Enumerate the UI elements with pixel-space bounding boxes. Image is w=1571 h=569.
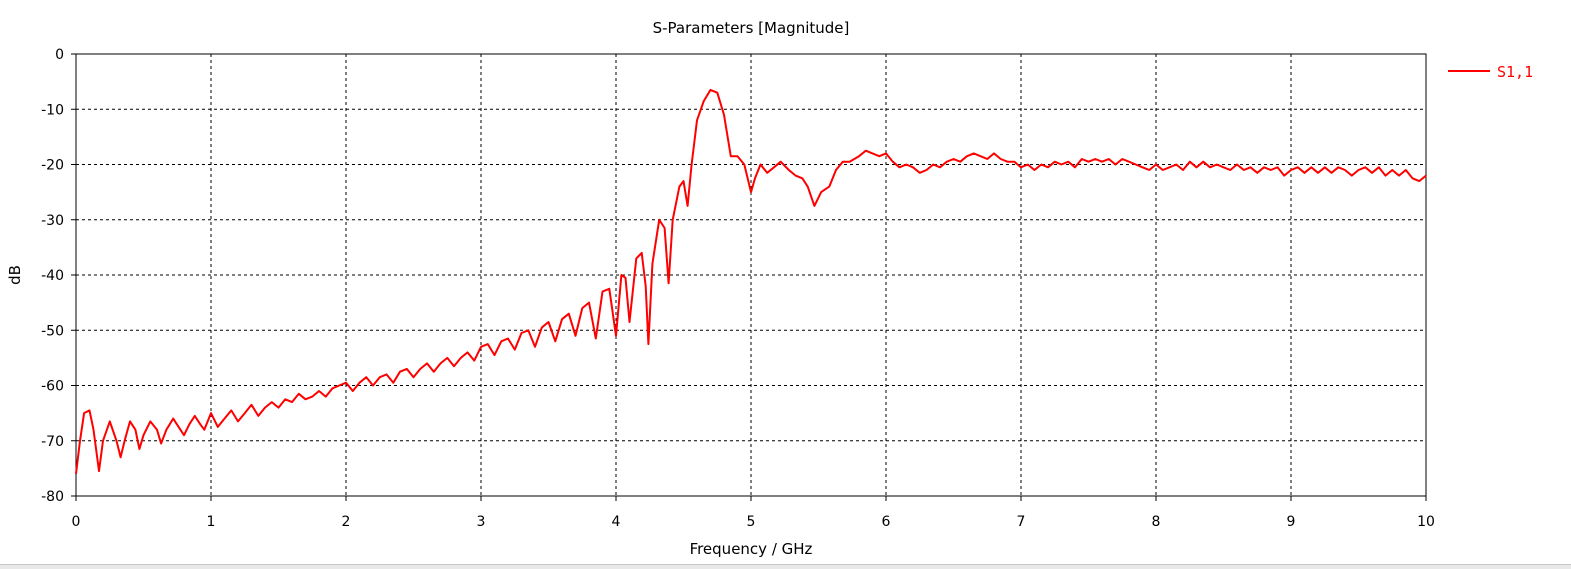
series-line-s11 — [75, 88, 1427, 475]
x-tick-label: 10 — [1417, 514, 1435, 530]
x-tick-label: 4 — [612, 514, 621, 530]
y-tick-label: -40 — [41, 268, 64, 284]
y-tick-label: -70 — [41, 434, 64, 450]
y-tick-label: -60 — [41, 379, 64, 395]
y-tick-label: -10 — [41, 102, 64, 118]
x-tick-label: 6 — [882, 514, 891, 530]
series-layer — [75, 88, 1427, 475]
legend-label: S1,1 — [1497, 63, 1533, 81]
x-tick-label: 0 — [72, 514, 81, 530]
x-tick-label: 1 — [207, 514, 216, 530]
x-tick-label: 7 — [1017, 514, 1026, 530]
y-tick-label: -50 — [41, 323, 64, 339]
legend[interactable]: S1,1 — [1448, 63, 1533, 81]
x-tick-label: 5 — [747, 514, 756, 530]
y-tick-label: 0 — [55, 47, 64, 63]
chart-title: S-Parameters [Magnitude] — [653, 19, 850, 37]
x-tick-label: 2 — [342, 514, 351, 530]
y-tick-label: -80 — [41, 489, 64, 505]
grid-lines — [76, 54, 1426, 496]
x-axis-ticks: 0 1 2 3 4 5 6 7 8 9 10 — [72, 496, 1435, 530]
y-axis-label: dB — [6, 265, 24, 285]
x-tick-label: 3 — [477, 514, 486, 530]
y-tick-label: -20 — [41, 158, 64, 174]
y-axis-ticks: 0 -10 -20 -30 -40 -50 -60 -70 -80 — [41, 47, 76, 505]
x-tick-label: 8 — [1152, 514, 1161, 530]
bottom-scroll-bar[interactable] — [0, 564, 1571, 569]
x-tick-label: 9 — [1287, 514, 1296, 530]
y-tick-label: -30 — [41, 213, 64, 229]
x-axis-label: Frequency / GHz — [690, 540, 813, 558]
